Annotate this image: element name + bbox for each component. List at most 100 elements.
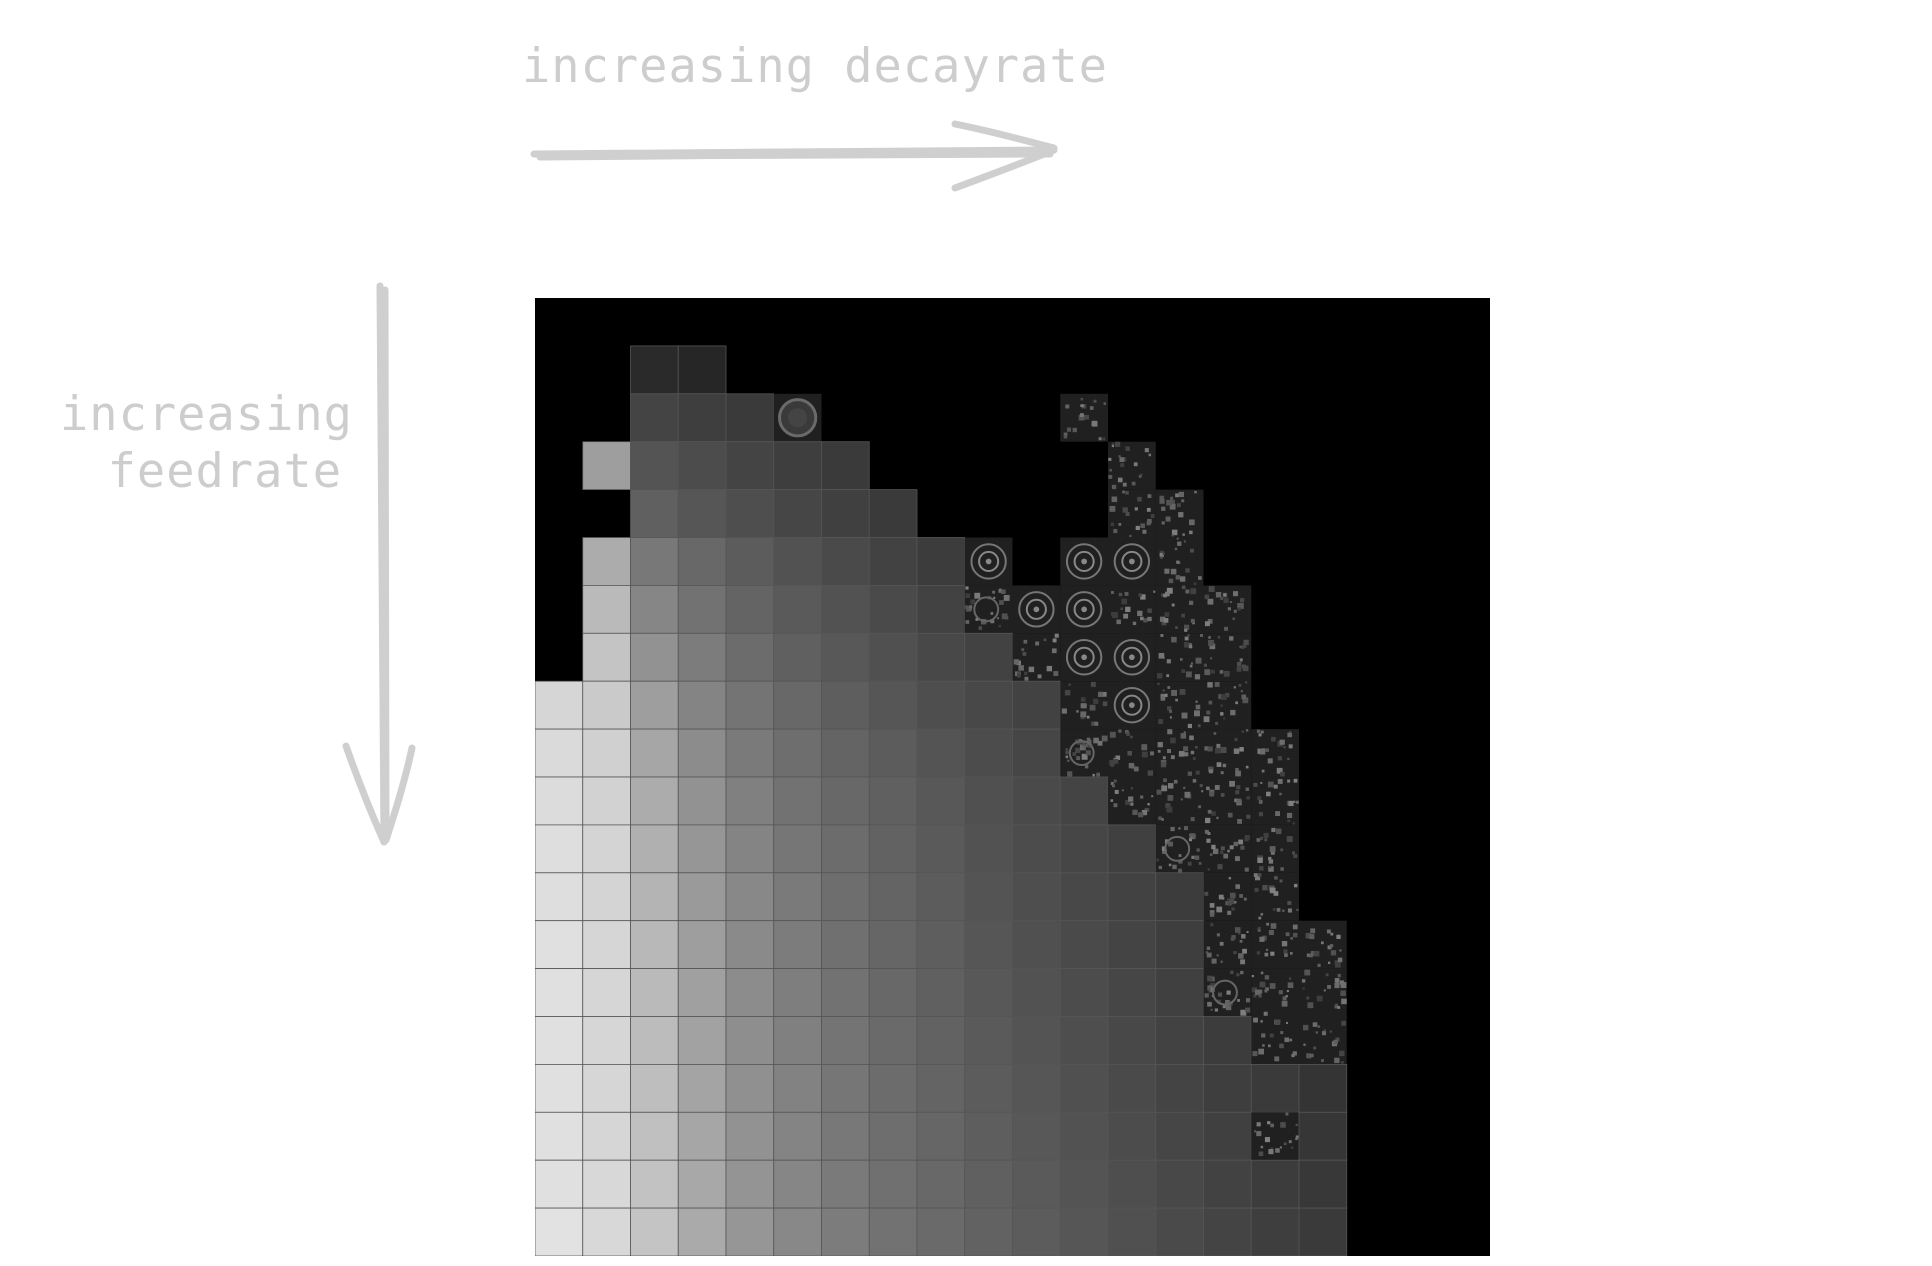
grid-cell (1155, 489, 1204, 538)
grid-cell (916, 968, 966, 1017)
grid-cell (630, 776, 679, 826)
grid-cell (582, 1111, 631, 1161)
grid-cell (677, 1159, 727, 1209)
grid-cell (677, 872, 727, 922)
grid-cell (535, 1064, 584, 1113)
grid-cell (535, 872, 584, 922)
grid-cell (1012, 728, 1061, 778)
grid-cell (916, 632, 966, 682)
parameter-sweep-grid (535, 298, 1490, 1256)
grid-cell (1203, 633, 1252, 682)
grid-cell (1203, 920, 1252, 969)
down-arrow-icon (342, 282, 416, 846)
grid-cell (1012, 1159, 1061, 1209)
grid-cell (868, 1159, 918, 1209)
grid-cell (1108, 537, 1156, 586)
grid-cell (773, 728, 822, 778)
grid-cell (630, 584, 679, 634)
grid-cell (773, 1064, 822, 1113)
grid-cell (821, 441, 870, 490)
grid-cell (821, 1111, 870, 1161)
grid-cell (916, 1064, 966, 1113)
grid-cell (725, 489, 775, 538)
grid-cell (821, 920, 870, 970)
grid-cell (916, 584, 966, 634)
grid-cells (535, 345, 1348, 1256)
grid-cell (964, 728, 1013, 778)
grid-cell (1060, 681, 1108, 730)
grid-cell (868, 872, 918, 922)
grid-cell (582, 441, 631, 490)
grid-cell (1012, 585, 1061, 634)
right-arrow-icon (530, 120, 1058, 192)
grid-cell (821, 680, 870, 730)
grid-cell (1107, 1159, 1157, 1209)
grid-cell (677, 393, 727, 443)
grid-cell (1059, 1016, 1109, 1065)
grid-cell (821, 1016, 870, 1065)
grid-cell (535, 728, 584, 778)
grid-cell (821, 1207, 870, 1256)
grid-cell (773, 920, 822, 970)
grid-cell (1012, 872, 1061, 922)
grid-cell (964, 680, 1013, 730)
grid-cell (1298, 1159, 1348, 1209)
grid-cell (1155, 777, 1204, 825)
grid-cell (535, 680, 584, 730)
grid-cell (916, 872, 966, 922)
grid-cell (630, 1159, 679, 1209)
grid-cell (773, 537, 822, 586)
grid-cell (725, 920, 775, 970)
grid-cell (1012, 824, 1061, 874)
grid-cell (725, 1159, 775, 1209)
grid-cell (916, 824, 966, 874)
grid-cell (582, 680, 631, 730)
grid-cell (677, 728, 727, 778)
grid-cell (1155, 1159, 1204, 1209)
grid-cell (773, 968, 822, 1017)
grid-cell (725, 1207, 775, 1256)
grid-cell (1108, 489, 1156, 538)
grid-cell (1012, 1111, 1061, 1161)
grid-cell (916, 1111, 966, 1161)
grid-cell (916, 1159, 966, 1209)
grid-cell (582, 824, 631, 874)
grid-cell (1203, 824, 1252, 873)
grid-cell (1059, 824, 1109, 874)
grid-cell (773, 680, 822, 730)
grid-cell (677, 345, 727, 395)
grid-cell (677, 776, 727, 826)
grid-cell (964, 537, 1013, 586)
grid-cell (821, 968, 870, 1017)
grid-cell (582, 1064, 631, 1113)
grid-cell (535, 824, 584, 874)
grid-cell (1250, 1159, 1300, 1209)
grid-cell (773, 489, 822, 538)
grid-cell (868, 968, 918, 1017)
grid-cell (535, 776, 584, 826)
grid-cell (821, 872, 870, 922)
grid-cell (773, 584, 822, 634)
grid-cell (1155, 1016, 1204, 1065)
grid-cell (1012, 968, 1061, 1017)
grid-cell (868, 489, 918, 538)
grid-cell (1059, 968, 1109, 1017)
grid-cell (1108, 585, 1156, 634)
grid-cell (1250, 1207, 1300, 1256)
grid-cell (582, 632, 631, 682)
grid-cell (1060, 729, 1108, 777)
grid-cell (1155, 585, 1204, 634)
grid-cell (535, 1016, 584, 1065)
grid-cell (916, 680, 966, 730)
grid-cell (582, 968, 631, 1017)
grid-cell (1298, 1111, 1348, 1161)
grid-cell (582, 776, 631, 826)
grid-cell (868, 632, 918, 682)
grid-cell (1012, 776, 1061, 826)
grid-cell (1251, 1016, 1299, 1065)
grid-cell (1107, 1016, 1157, 1065)
x-axis-label: increasing decayrate (522, 39, 1108, 94)
grid-cell (1012, 1016, 1061, 1065)
grid-cell (821, 537, 870, 586)
grid-cell (773, 1207, 822, 1256)
